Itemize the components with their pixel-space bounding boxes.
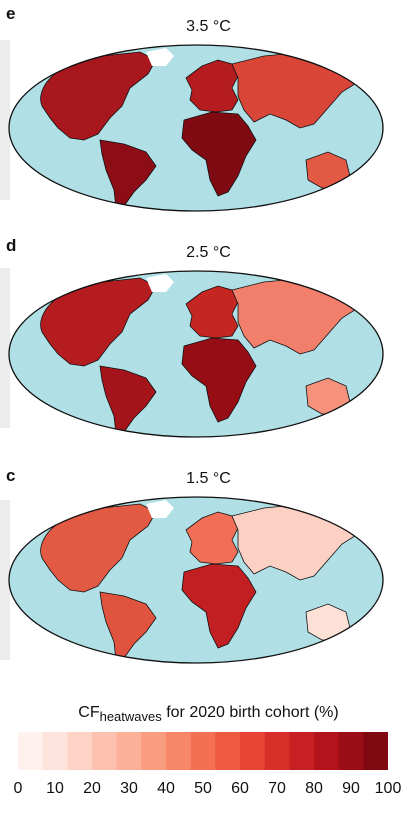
colorbar-tick-label: 70 — [268, 780, 286, 797]
colorbar-swatch — [116, 732, 142, 770]
colorbar-title-sub: heatwaves — [99, 709, 162, 725]
south-america-region — [99, 591, 157, 661]
north-america-region — [40, 51, 157, 141]
colorbar-swatch — [67, 732, 93, 770]
colorbar-swatch — [338, 732, 364, 770]
map-panel-3-5c: e 3.5 °C — [0, 4, 417, 216]
colorbar-swatch — [92, 732, 118, 770]
colorbar-swatch — [141, 732, 167, 770]
colorbar-swatch — [314, 732, 340, 770]
panel-title: 3.5 °C — [186, 18, 231, 35]
colorbar-tick-label: 50 — [194, 780, 212, 797]
colorbar-swatch — [190, 732, 216, 770]
africa-region — [181, 563, 257, 649]
south-america-region — [99, 365, 157, 435]
map-panel-2-5c: d 2.5 °C — [0, 236, 417, 448]
colorbar-tick-label: 30 — [120, 780, 138, 797]
world-map — [8, 44, 384, 212]
colorbar-swatch — [166, 732, 192, 770]
colorbar-swatch — [42, 732, 68, 770]
greenland-region — [146, 274, 174, 292]
africa-region — [181, 111, 257, 197]
panel-letter: e — [6, 4, 16, 23]
colorbar-swatch — [240, 732, 266, 770]
colorbar-title: CFheatwaves for 2020 birth cohort (%) — [0, 704, 417, 724]
left-decoration-bar — [0, 268, 10, 428]
colorbar-tick-label: 80 — [305, 780, 323, 797]
colorbar-swatch — [289, 732, 315, 770]
europe-region — [185, 285, 239, 339]
map-panel-1-5c: c 1.5 °C — [0, 466, 417, 678]
north-america-region — [40, 503, 157, 593]
colorbar-swatch — [215, 732, 241, 770]
colorbar-ticks: 0 10 20 30 40 50 60 70 80 90 100 — [0, 780, 417, 804]
world-map — [8, 270, 384, 438]
colorbar-swatch — [264, 732, 290, 770]
africa-region — [181, 337, 257, 423]
colorbar-tick-label: 40 — [157, 780, 175, 797]
colorbar-title-rest: for 2020 birth cohort (%) — [161, 704, 339, 721]
colorbar-tick-label: 60 — [231, 780, 249, 797]
north-america-region — [40, 277, 157, 367]
greenland-region — [146, 48, 174, 66]
colorbar-swatch — [18, 732, 44, 770]
colorbar — [18, 732, 388, 770]
panel-title: 1.5 °C — [186, 470, 231, 487]
greenland-region — [146, 500, 174, 518]
colorbar-title-main: CF — [78, 704, 100, 721]
world-map — [8, 496, 384, 664]
colorbar-tick-label: 0 — [13, 780, 23, 797]
panel-letter: d — [6, 236, 17, 255]
south-america-region — [99, 139, 157, 209]
europe-region — [185, 511, 239, 565]
colorbar-swatch — [363, 732, 388, 770]
map-border — [8, 44, 384, 212]
left-decoration-bar — [0, 40, 10, 200]
colorbar-tick-label: 20 — [83, 780, 101, 797]
colorbar-tick-label: 100 — [374, 780, 402, 797]
colorbar-tick-label: 10 — [46, 780, 64, 797]
panel-title: 2.5 °C — [186, 244, 231, 261]
map-border — [8, 496, 384, 664]
left-decoration-bar — [0, 500, 10, 660]
panel-letter: c — [6, 466, 16, 485]
europe-region — [185, 59, 239, 113]
map-border — [8, 270, 384, 438]
colorbar-tick-label: 90 — [342, 780, 360, 797]
